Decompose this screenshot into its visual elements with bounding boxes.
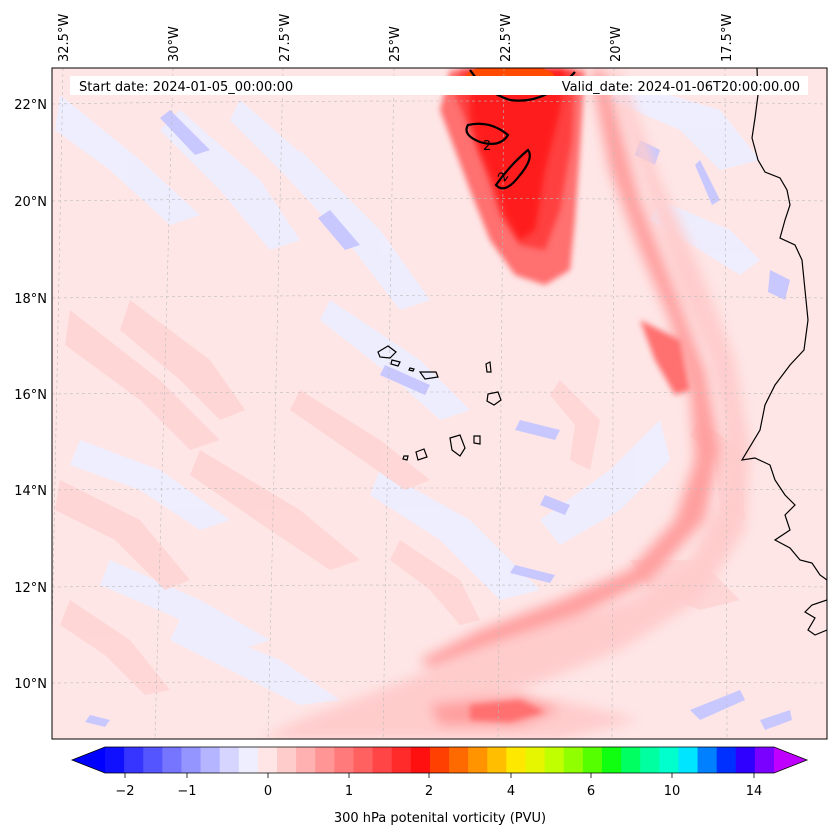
colorbar-cell (601, 747, 622, 773)
colorbar-tick-label: 2 (425, 784, 433, 799)
contour-closed-1 (465, 122, 510, 145)
colorbar-cell (544, 747, 565, 773)
lon-label-32-5w: 32.5°W (57, 14, 72, 62)
colorbar-cell (410, 747, 431, 773)
lat-label-10n: 10°N (14, 677, 47, 692)
colorbar-outline (70, 746, 809, 774)
colorbar-cell (468, 747, 488, 773)
colorbar-tick-label: 4 (507, 784, 515, 799)
colorbar-tick-label: −1 (177, 784, 196, 799)
colorbar-cell (429, 747, 450, 773)
colorbar-cell (487, 747, 507, 773)
start-date-label: Start date: 2024-01-05_00:00:00 (79, 80, 293, 95)
colorbar-cell (181, 747, 202, 773)
colorbar-cell (219, 747, 240, 773)
cape-verde-islands (377, 345, 502, 461)
colorbar-cell (315, 747, 335, 773)
colorbar-cell (162, 747, 183, 773)
lat-label-18n: 18°N (14, 292, 47, 307)
colorbar-cell (621, 747, 641, 773)
colorbar-cell (563, 747, 584, 773)
colorbar-tick-label: 1 (345, 784, 353, 799)
colorbar-cell (353, 747, 374, 773)
lon-label-22-5w: 22.5°W (499, 14, 514, 62)
colorbar-tick-label: 14 (746, 784, 763, 799)
colorbar-tick-label: −2 (115, 784, 134, 799)
colorbar-cell (582, 747, 603, 773)
colorbar-cell (200, 747, 221, 773)
colorbar-cell (334, 747, 355, 773)
valid-date-label: Valid_date: 2024-01-06T20:00:00.00 (562, 80, 800, 95)
colorbar-cell (277, 747, 297, 773)
latitude-labels: 22°N 20°N 18°N 16°N 14°N 12°N 10°N (14, 98, 47, 692)
colorbar-cell (678, 747, 699, 773)
colorbar-tick-label: 10 (664, 784, 681, 799)
lat-label-16n: 16°N (14, 388, 47, 403)
colorbar-label: 300 hPa potenital vorticity (PVU) (334, 811, 546, 826)
colorbar: −2 −1 0 1 2 4 6 10 14 300 hPa potenital vorticit… (70, 746, 809, 826)
colorbar-under-arrow (72, 747, 105, 773)
colorbar-cell (659, 747, 680, 773)
colorbar-cell (697, 747, 718, 773)
header-box (70, 76, 808, 95)
colorbar-cell (391, 747, 412, 773)
colorbar-tick-label: 0 (264, 784, 272, 799)
contour-closed-2 (494, 148, 531, 190)
colorbar-cell (506, 747, 527, 773)
colorbar-cell (525, 747, 546, 773)
lat-label-20n: 20°N (14, 195, 47, 210)
colorbar-cell (105, 747, 125, 773)
colorbar-cell (372, 747, 393, 773)
contour-label-1: 2 (483, 139, 491, 154)
colorbar-cell (238, 747, 259, 773)
map-frame (51, 67, 828, 740)
lat-label-12n: 12°N (14, 581, 47, 596)
lat-label-14n: 14°N (14, 484, 47, 499)
colorbar-cell (716, 747, 737, 773)
lon-label-30w: 30°W (167, 26, 182, 62)
lon-label-17-5w: 17.5°W (720, 14, 735, 62)
longitude-labels: 32.5°W 30°W 27.5°W 25°W 22.5°W 20°W 17.5… (57, 14, 735, 62)
lat-label-22n: 22°N (14, 98, 47, 113)
colorbar-cell (449, 747, 469, 773)
colorbar-cell (257, 747, 278, 773)
pv-core-max (470, 70, 565, 240)
colorbar-cell (640, 747, 660, 773)
colorbar-over-arrow (774, 747, 807, 773)
blue-pv-patches (85, 110, 792, 730)
colorbar-cell (143, 747, 163, 773)
colorbar-tick-label: 6 (587, 784, 595, 799)
colorbar-cell (735, 747, 756, 773)
colorbar-cell (124, 747, 144, 773)
colorbar-cell (296, 747, 316, 773)
colorbar-cell (754, 747, 775, 773)
african-coastline (740, 68, 827, 636)
lon-label-27-5w: 27.5°W (278, 14, 293, 62)
vorticity-field (52, 68, 827, 739)
lon-label-20w: 20°W (609, 26, 624, 62)
lon-label-25w: 25°W (388, 26, 403, 62)
